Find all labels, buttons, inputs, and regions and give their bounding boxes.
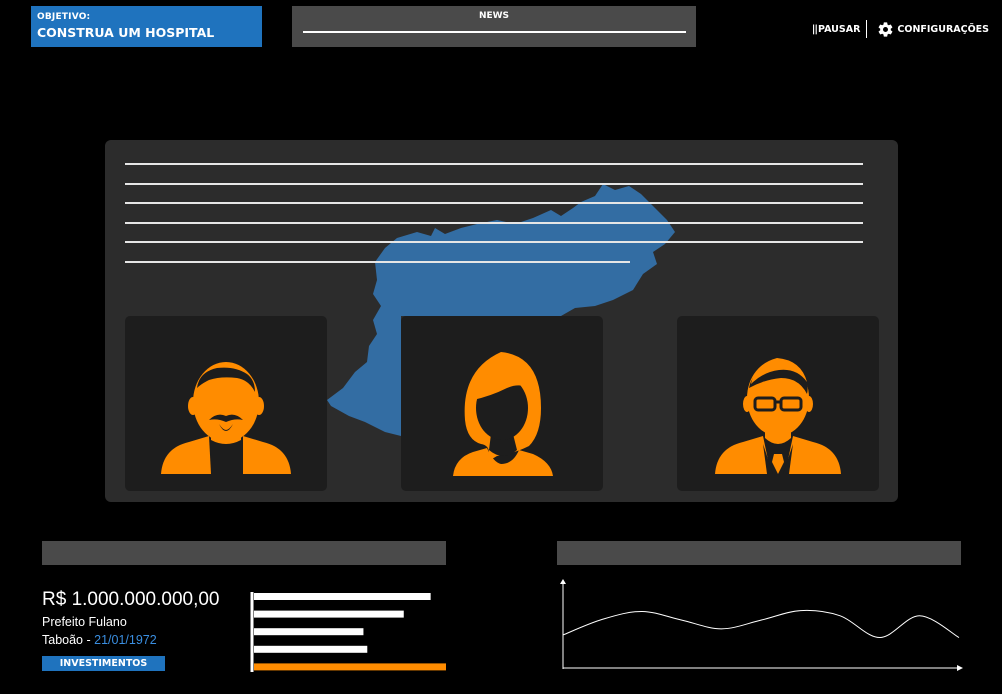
x-axis-arrow bbox=[957, 665, 963, 671]
city-date-separator: - bbox=[83, 633, 95, 647]
city-info: Taboão - 21/01/1972 bbox=[42, 633, 157, 647]
man-with-glasses-avatar-icon bbox=[715, 358, 841, 474]
settings-label: CONFIGURAÇÕES bbox=[897, 23, 989, 35]
news-text-line bbox=[125, 183, 863, 185]
pause-icon: || bbox=[811, 23, 818, 35]
objective-box: OBJETIVO: CONSTRUA UM HOSPITAL bbox=[31, 6, 262, 47]
bar-5 bbox=[254, 663, 446, 671]
avatar-card-1[interactable] bbox=[125, 316, 327, 491]
budget-amount: R$ 1.000.000.000,00 bbox=[42, 589, 220, 610]
bar-2 bbox=[254, 610, 404, 618]
bar-3 bbox=[254, 628, 364, 636]
news-text-line bbox=[125, 222, 863, 224]
news-title: NEWS bbox=[478, 11, 510, 21]
investment-bar-chart bbox=[250, 592, 446, 672]
city-map-shape bbox=[327, 184, 675, 436]
news-ticker-line bbox=[303, 31, 686, 33]
stats-panel-header bbox=[42, 541, 446, 565]
news-text-line bbox=[125, 163, 863, 165]
city-name: Taboão bbox=[42, 633, 84, 647]
pause-button[interactable]: || PAUSAR bbox=[812, 24, 867, 35]
news-text-line bbox=[125, 241, 863, 243]
investments-button[interactable]: INVESTIMENTOS bbox=[42, 656, 165, 671]
bar-4 bbox=[254, 645, 368, 653]
city-date: 21/01/1972 bbox=[94, 633, 157, 647]
gear-icon bbox=[879, 21, 893, 37]
news-text-line bbox=[125, 202, 863, 204]
bearded-man-avatar-icon bbox=[161, 362, 291, 474]
woman-avatar-icon bbox=[453, 352, 553, 476]
main-panel bbox=[105, 140, 898, 502]
settings-button[interactable]: CONFIGURAÇÕES bbox=[877, 21, 989, 38]
top-controls: || PAUSAR CONFIGURAÇÕES bbox=[812, 20, 989, 38]
news-text-line bbox=[125, 261, 630, 263]
bar-1 bbox=[254, 593, 431, 600]
avatar-card-3[interactable] bbox=[677, 316, 879, 491]
avatar-card-2[interactable] bbox=[401, 316, 603, 491]
objective-label: OBJETIVO: bbox=[37, 12, 91, 22]
pause-label: PAUSAR bbox=[818, 23, 861, 35]
y-axis-arrow bbox=[560, 579, 566, 584]
trend-line-chart bbox=[560, 579, 963, 671]
trend-series-line bbox=[562, 609, 960, 639]
chart-panel-header bbox=[557, 541, 961, 565]
mayor-name: Prefeito Fulano bbox=[42, 615, 127, 629]
objective-task: CONSTRUA UM HOSPITAL bbox=[37, 25, 215, 40]
controls-divider bbox=[866, 20, 868, 38]
news-box[interactable]: NEWS bbox=[292, 6, 696, 47]
